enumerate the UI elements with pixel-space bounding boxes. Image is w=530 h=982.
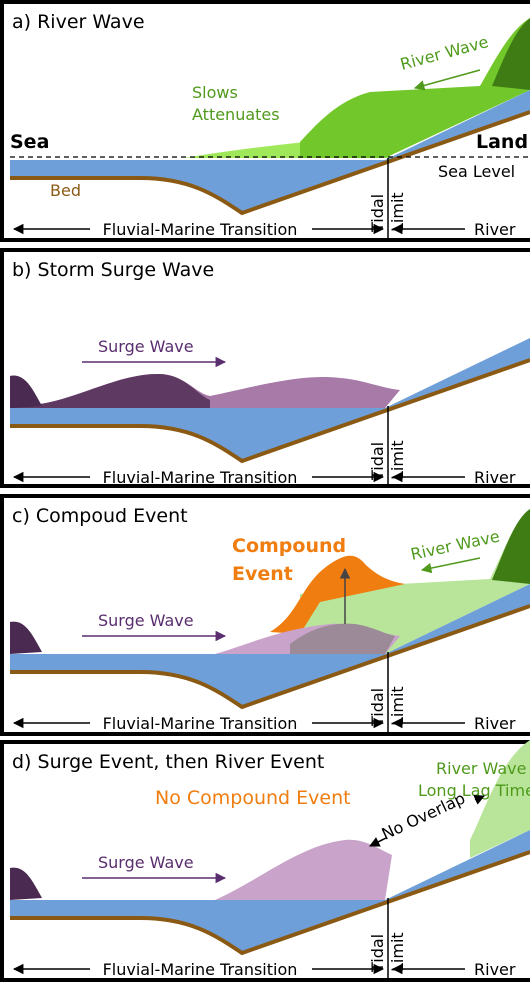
panel-c: c) Compoud Event Compound Event River Wa…: [2, 496, 530, 734]
title: a) River Wave: [12, 11, 145, 33]
sea-label: Sea: [10, 131, 49, 153]
limit-label: Limit: [388, 440, 407, 480]
tidal-label: Tidal: [368, 194, 387, 233]
limit-label: Limit: [388, 932, 407, 972]
no-compound-label: No Compound Event: [155, 787, 351, 809]
diagram: a) River Wave Sea Land Slows Attenuates …: [0, 0, 530, 982]
tidal-label: Tidal: [368, 442, 387, 481]
bed-label: Bed: [50, 181, 81, 200]
tidal-label: Tidal: [368, 934, 387, 973]
tidal-label: Tidal: [368, 688, 387, 727]
slows-label: Slows: [192, 83, 238, 102]
surge-wave-label: Surge Wave: [98, 337, 194, 356]
lag-label: Long Lag Time: [418, 781, 530, 800]
river-label: River: [474, 714, 516, 733]
transition-label: Fluvial-Marine Transition: [103, 468, 298, 487]
title: c) Compoud Event: [12, 505, 188, 527]
river-label: River: [474, 220, 516, 239]
river-label: River: [474, 468, 516, 487]
surge-wave-label: Surge Wave: [98, 611, 194, 630]
sea-level-label: Sea Level: [438, 162, 515, 181]
panel-a: a) River Wave Sea Land Slows Attenuates …: [2, 2, 530, 240]
limit-label: Limit: [388, 192, 407, 232]
panel-d: d) Surge Event, then River Event River W…: [2, 740, 530, 980]
attenuates-label: Attenuates: [192, 105, 280, 124]
transition-label: Fluvial-Marine Transition: [103, 714, 298, 733]
surge-wave-label: Surge Wave: [98, 853, 194, 872]
compound-label: Compound: [232, 535, 346, 557]
title: b) Storm Surge Wave: [12, 259, 214, 281]
transition-label: Fluvial-Marine Transition: [103, 220, 298, 239]
transition-label: Fluvial-Marine Transition: [103, 960, 298, 979]
limit-label: Limit: [388, 686, 407, 726]
river-wave-label: River Wave: [436, 759, 526, 778]
land-label: Land: [476, 131, 528, 153]
river-label: River: [474, 960, 516, 979]
compound-label: Event: [232, 563, 293, 585]
panel-b: b) Storm Surge Wave Surge Wave Tidal Lim…: [2, 250, 530, 487]
title: d) Surge Event, then River Event: [12, 751, 324, 773]
